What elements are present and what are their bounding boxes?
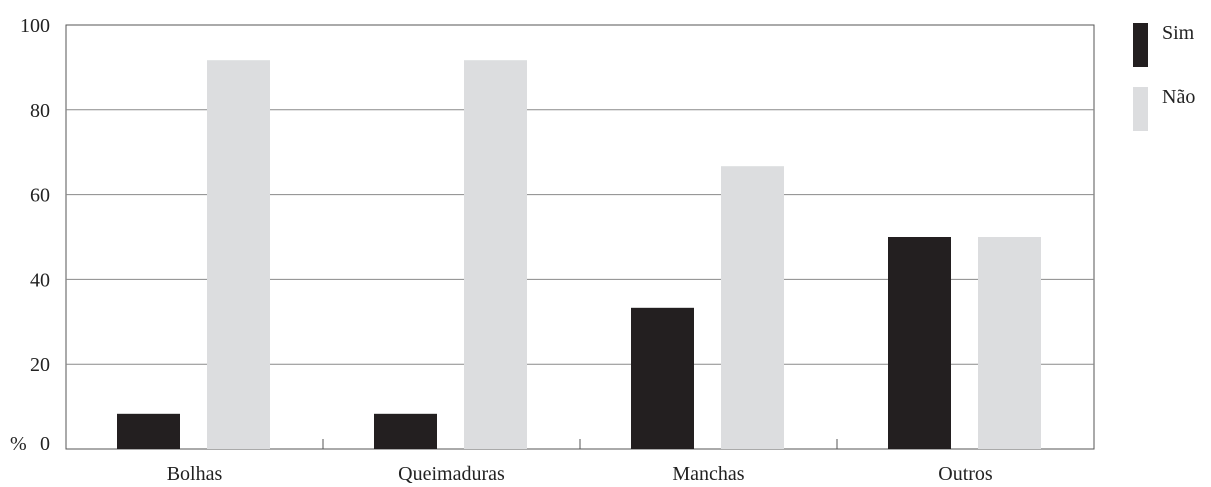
bar-sim xyxy=(888,237,951,449)
x-category-label: Outros xyxy=(938,463,993,485)
bar-sim xyxy=(117,413,180,449)
bar-não xyxy=(464,60,527,449)
x-category-label: Bolhas xyxy=(167,463,223,485)
bar-não xyxy=(721,166,784,449)
x-category-label: Manchas xyxy=(672,463,744,485)
x-category-label: Queimaduras xyxy=(398,463,505,485)
y-tick-label: 80 xyxy=(30,100,50,122)
y-tick-label: 20 xyxy=(30,354,50,376)
y-tick-label: 100 xyxy=(20,15,50,37)
y-tick-label: 0 xyxy=(40,433,50,455)
bar-sim xyxy=(374,413,437,449)
bar-não xyxy=(207,60,270,449)
legend-swatch xyxy=(1133,23,1148,67)
y-axis-label: % xyxy=(10,433,27,455)
y-tick-label: 40 xyxy=(30,269,50,291)
y-tick-label: 60 xyxy=(30,185,50,207)
legend-swatch xyxy=(1133,87,1148,131)
bar-sim xyxy=(631,307,694,449)
legend-label: Não xyxy=(1162,86,1195,108)
bar-não xyxy=(978,237,1041,449)
legend-label: Sim xyxy=(1162,22,1195,44)
